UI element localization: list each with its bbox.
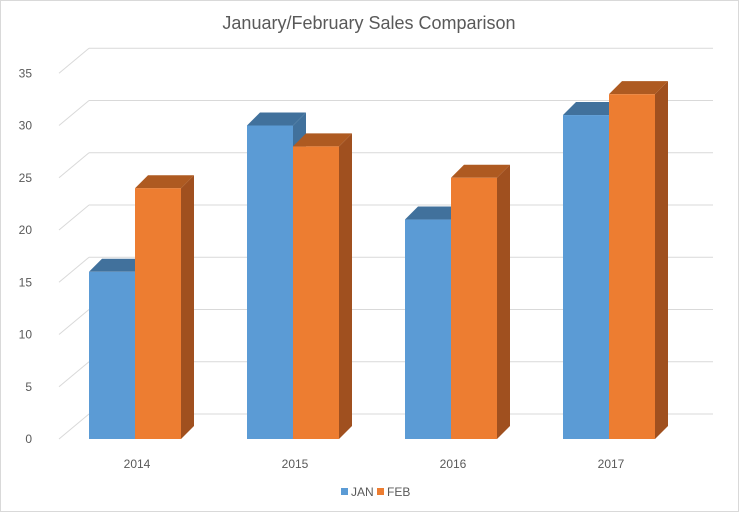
bar-side	[497, 164, 510, 439]
y-tick-label: 15	[19, 275, 33, 289]
gridline-diagonal	[58, 204, 90, 231]
gridline-diagonal	[58, 100, 90, 126]
bar-side	[339, 133, 352, 439]
bar-feb-2014	[135, 175, 194, 439]
bar-top	[247, 112, 306, 126]
bar-feb-2017	[609, 81, 668, 440]
bar-front	[451, 177, 497, 439]
bar-top	[135, 175, 194, 189]
chart-title: January/February Sales Comparison	[222, 13, 515, 33]
bar-feb-2015	[293, 133, 352, 439]
gridline-diagonal	[58, 361, 90, 388]
bar-feb-2016	[451, 164, 510, 439]
bar-top	[293, 133, 352, 147]
y-tick-label: 0	[25, 432, 32, 446]
x-axis-ticks: 2014 2015 2016 2017	[124, 457, 625, 471]
bar-front	[247, 125, 293, 439]
bar-front	[89, 271, 135, 439]
gridline-diagonal	[58, 152, 90, 179]
gridline-diagonal	[58, 47, 90, 74]
bar-top	[563, 102, 622, 116]
gridline-diagonal	[58, 309, 90, 335]
bar-front	[405, 219, 451, 439]
y-tick-label: 10	[19, 328, 33, 342]
legend-swatch-feb	[377, 488, 384, 495]
x-tick-label: 2017	[598, 457, 625, 471]
bar-front	[293, 146, 339, 439]
x-tick-label: 2015	[282, 457, 309, 471]
bar-front	[563, 115, 609, 440]
bar-top	[451, 164, 510, 178]
y-tick-label: 5	[25, 380, 32, 394]
gridline-diagonal	[58, 256, 90, 283]
bar-top	[405, 206, 464, 220]
y-tick-label: 30	[19, 119, 33, 133]
bar-top	[89, 258, 148, 272]
legend-swatch-jan	[341, 488, 348, 495]
y-axis-ticks: 0 5 10 15 20 25 30 35	[19, 66, 33, 446]
legend-label-feb: FEB	[387, 485, 410, 499]
y-tick-label: 35	[19, 66, 33, 80]
gridline-diagonal	[58, 413, 90, 440]
y-tick-label: 25	[19, 171, 33, 185]
y-tick-label: 20	[19, 223, 33, 237]
bar-top	[609, 81, 668, 95]
bar-side	[655, 81, 668, 440]
x-tick-label: 2014	[124, 457, 151, 471]
x-tick-label: 2016	[440, 457, 467, 471]
bar-side	[181, 175, 194, 439]
legend: JAN FEB	[341, 485, 410, 499]
bar-front	[135, 188, 181, 439]
bar-front	[609, 94, 655, 440]
bars	[89, 81, 668, 440]
legend-label-jan: JAN	[351, 485, 374, 499]
